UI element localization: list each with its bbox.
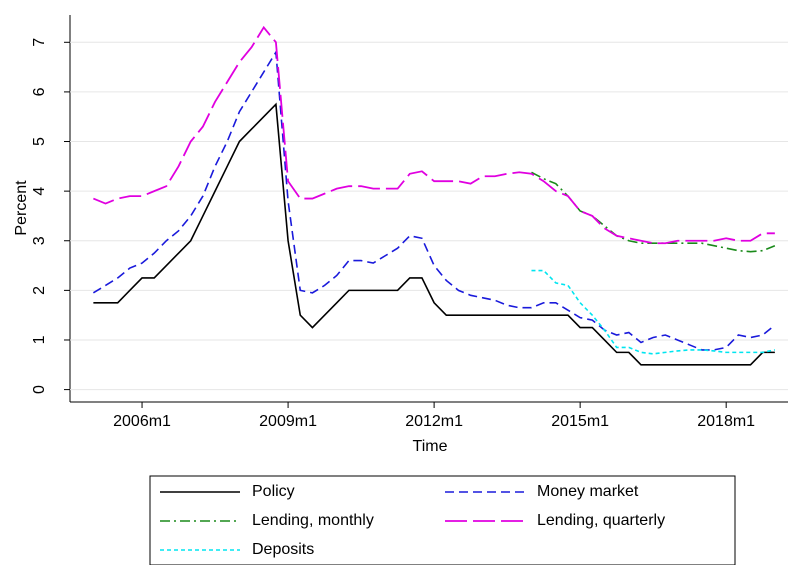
series-line — [93, 102, 775, 366]
legend-label: Lending, quarterly — [537, 512, 665, 529]
y-tick-label: 3 — [31, 236, 48, 245]
legend-label: Policy — [252, 483, 295, 500]
legend-label: Money market — [537, 483, 639, 500]
series-line — [531, 171, 776, 253]
x-tick-label: 2018m1 — [697, 413, 755, 430]
series-line — [531, 269, 776, 355]
y-tick-label: 0 — [31, 385, 48, 394]
x-tick-label: 2015m1 — [551, 413, 609, 430]
legend-label: Deposits — [252, 541, 314, 558]
y-tick-label: 1 — [31, 335, 48, 344]
series-line — [93, 25, 775, 245]
x-tick-label: 2009m1 — [259, 413, 317, 430]
y-tick-label: 5 — [31, 137, 48, 146]
x-tick-label: 2012m1 — [405, 413, 463, 430]
legend-label: Lending, monthly — [252, 512, 374, 529]
y-tick-label: 7 — [31, 38, 48, 47]
y-tick-label: 2 — [31, 286, 48, 295]
y-tick-label: 4 — [31, 187, 48, 196]
x-axis-title: Time — [413, 438, 448, 455]
y-tick-label: 6 — [31, 87, 48, 96]
x-tick-label: 2006m1 — [113, 413, 171, 430]
series-line — [92, 49, 776, 351]
legend-box — [149, 475, 736, 566]
y-axis-title: Percent — [13, 180, 30, 236]
